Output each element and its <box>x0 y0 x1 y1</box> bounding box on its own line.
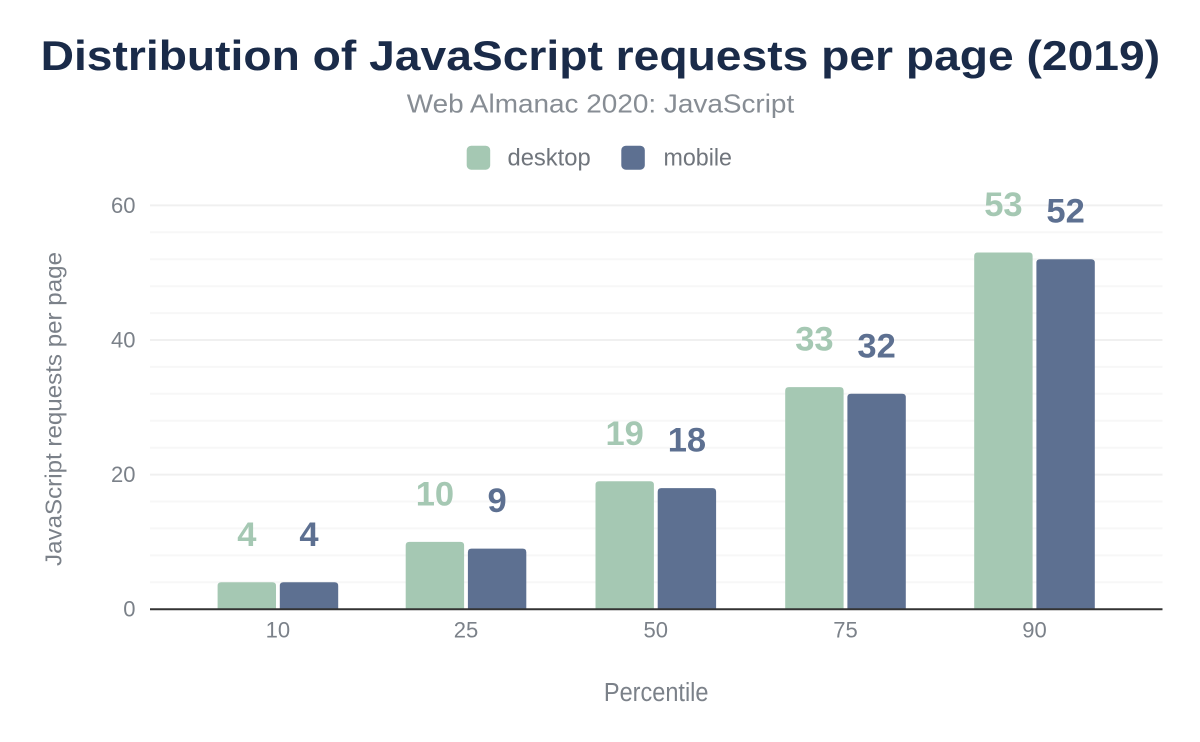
svg-text:Distribution of JavaScript req: Distribution of JavaScript requests per … <box>41 32 1161 79</box>
svg-text:4: 4 <box>237 516 256 554</box>
svg-text:4: 4 <box>299 516 318 554</box>
svg-text:53: 53 <box>984 186 1022 224</box>
svg-text:18: 18 <box>668 422 706 460</box>
svg-text:JavaScript requests per page: JavaScript requests per page <box>41 252 67 566</box>
svg-text:32: 32 <box>857 327 895 365</box>
svg-text:90: 90 <box>1022 618 1046 643</box>
svg-text:10: 10 <box>266 618 290 643</box>
svg-text:desktop: desktop <box>508 145 591 172</box>
svg-text:Web Almanac 2020: JavaScript: Web Almanac 2020: JavaScript <box>407 88 795 118</box>
svg-text:40: 40 <box>111 328 135 353</box>
svg-text:19: 19 <box>606 415 644 453</box>
svg-text:Percentile: Percentile <box>604 679 709 707</box>
svg-text:60: 60 <box>111 193 135 218</box>
svg-text:mobile: mobile <box>664 145 733 172</box>
svg-text:52: 52 <box>1046 193 1084 231</box>
svg-text:25: 25 <box>454 618 478 643</box>
svg-text:10: 10 <box>416 475 454 513</box>
svg-text:50: 50 <box>644 618 668 643</box>
svg-text:20: 20 <box>111 462 135 487</box>
svg-text:75: 75 <box>833 618 857 643</box>
svg-text:0: 0 <box>123 597 135 622</box>
svg-text:9: 9 <box>488 482 507 520</box>
svg-text:33: 33 <box>795 321 833 359</box>
